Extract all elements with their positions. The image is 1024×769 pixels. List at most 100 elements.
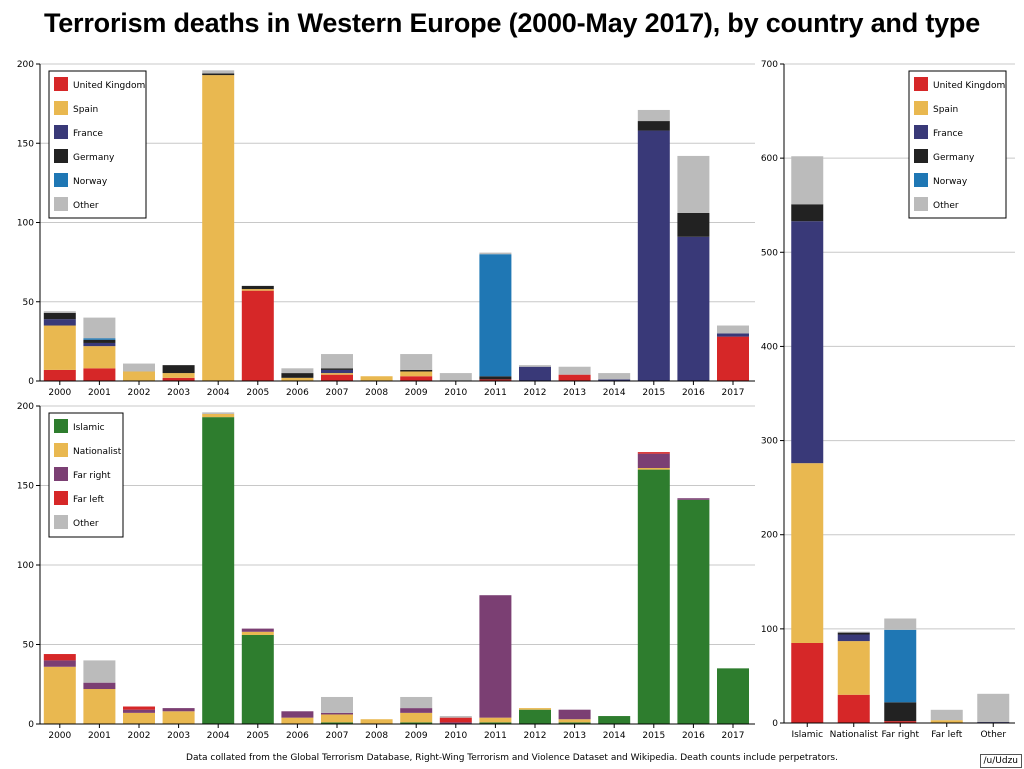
y-tick-label: 300 [761,437,778,447]
x-tick-label-2014: 2014 [603,388,626,398]
panel-deaths-by-country-per-type: 0 100 200 300 400 500 600 700 Islamic Nationalist… [761,60,1015,740]
x-tick-label-2009: 2009 [405,388,428,398]
y-tick-label: 50 [23,641,35,651]
x-tick-label-other: Other [980,730,1006,740]
bar-segment-far-right-2005 [241,628,274,632]
x-tick-label-2016: 2016 [682,731,705,741]
y-tick-label: 0 [28,720,34,730]
bar-segment-nationalist-2002 [123,712,155,724]
bar-segment-united-kingdom-2003 [162,377,195,381]
bar-segment-islamic-2004 [202,417,235,724]
legend-label-nationalist: Nationalist [73,447,122,457]
bar-segment-nationalist-2004 [202,413,235,418]
x-tick-label-2002: 2002 [128,388,151,398]
bar-segment-other-far-left [930,709,963,721]
x-tick-label-2003: 2003 [167,388,190,398]
legend-label-germany: Germany [933,153,975,163]
legend-swatch-germany [914,149,928,163]
legend-label-spain: Spain [933,105,958,115]
source-footnote: Data collated from the Global Terrorism … [186,753,838,763]
x-tick-label-2011: 2011 [484,388,507,398]
bar-segment-far-left-2000 [43,654,76,661]
bar-segment-other-2016 [677,155,710,213]
bar-segment-other-2002 [123,363,155,372]
legend-label-united-kingdom: United Kingdom [73,81,145,91]
legend-box [908,70,1007,219]
chart-title: Terrorism deaths in Western Europe (2000… [43,8,981,38]
bar-segment-islamic-2012 [519,709,551,724]
legend-swatch-nationalist [54,443,68,457]
legend-swatch-far-right [54,467,68,481]
bar-segment-france-2014 [598,379,631,381]
x-tick-label-2015: 2015 [642,731,665,741]
bar-segment-spain-2002 [123,371,155,381]
x-tick-label-nationalist: Nationalist [830,730,879,740]
bar-segment-united-kingdom-far-right [884,721,917,723]
x-tick-label-2003: 2003 [167,731,190,741]
y-tick-label: 150 [17,139,34,149]
x-tick-label-2017: 2017 [722,731,745,741]
legend-label-france: France [933,129,963,139]
bar-segment-nationalist-2000 [43,666,76,724]
bar-segment-united-kingdom-2009 [400,376,433,381]
x-tick-label-2006: 2006 [286,388,309,398]
bar-segment-germany-2001 [83,339,116,343]
bar-segment-islamic-2011 [479,722,512,724]
bar-segment-nationalist-2005 [241,631,274,635]
y-tick-label: 50 [23,298,35,308]
bar-segment-other-2012 [519,365,551,367]
bar-segment-other-2010 [439,716,472,718]
x-tick-label-2008: 2008 [365,731,388,741]
bar-segment-germany-2000 [43,312,76,320]
legend-swatch-other [914,197,928,211]
legend-label-norway: Norway [73,177,108,187]
bar-segment-germany-2006 [281,373,314,378]
x-tick-label-islamic: Islamic [791,730,823,740]
x-tick-label-far-left: Far left [931,730,962,740]
bar-segment-germany-2011 [479,376,512,380]
y-tick-label: 600 [761,154,778,164]
bar-segment-norway-far-right [884,629,917,703]
bar-segment-other-2010 [439,373,472,381]
bar-segment-united-kingdom-2013 [558,374,591,381]
bar-segment-islamic-2009 [400,722,433,724]
bar-segment-norway-2001 [83,338,116,340]
x-tick-label-2008: 2008 [365,388,388,398]
bar-segment-germany-2005 [241,285,274,290]
bar-segment-france-2015 [637,130,670,381]
legend-label-other: Other [73,519,99,529]
x-tick-label-2000: 2000 [48,388,71,398]
bar-segment-germany-2004 [202,73,235,76]
bar-segment-germany-2007 [321,368,353,370]
bar-segment-far-right-2002 [123,709,155,713]
legend-label-far-right: Far right [73,471,111,481]
x-tick-label-far-right: Far right [881,730,919,740]
bar-segment-far-right-2006 [281,711,314,718]
bar-segment-far-right-2007 [321,712,353,715]
x-tick-label-2010: 2010 [444,731,467,741]
bar-segment-united-kingdom-2011 [479,379,512,381]
bar-segment-other-2001 [83,660,116,683]
bar-segment-united-kingdom-nationalist [837,694,870,723]
legend-label-united-kingdom: United Kingdom [933,81,1005,91]
bar-segment-spain-nationalist [837,641,870,695]
bar-segment-nationalist-2015 [637,468,670,470]
x-tick-label-2004: 2004 [207,731,230,741]
bar-segment-united-kingdom-2005 [241,290,274,381]
bar-segment-islamic-2015 [637,469,670,724]
panel-deaths-by-country-per-year: 0 50 100 150 200 2000 2001 2002 2003 2004 2005 2006… [17,60,755,398]
bar-segment-islamic-2014 [598,716,631,724]
bar-segment-united-kingdom-2000 [43,369,76,381]
y-tick-label: 150 [17,482,34,492]
panel-deaths-by-type-per-year: 0 50 100 150 200 2000 2001 2002 2003 2004 2005 2006… [17,402,755,741]
x-tick-label-2015: 2015 [642,388,665,398]
bar-segment-france-2017 [717,333,749,337]
legend: United Kingdom Spain France Germany Norway Ot… [908,70,1007,219]
bar-segment-far-right-2013 [558,709,591,720]
bar-segment-spain-islamic [791,463,824,643]
bar-segment-spain-2004 [202,75,235,381]
legend-swatch-united-kingdom [54,77,68,91]
legend-swatch-islamic [54,419,68,433]
bar-segment-islamic-2013 [558,722,591,724]
bar-segment-far-right-2011 [479,595,512,718]
